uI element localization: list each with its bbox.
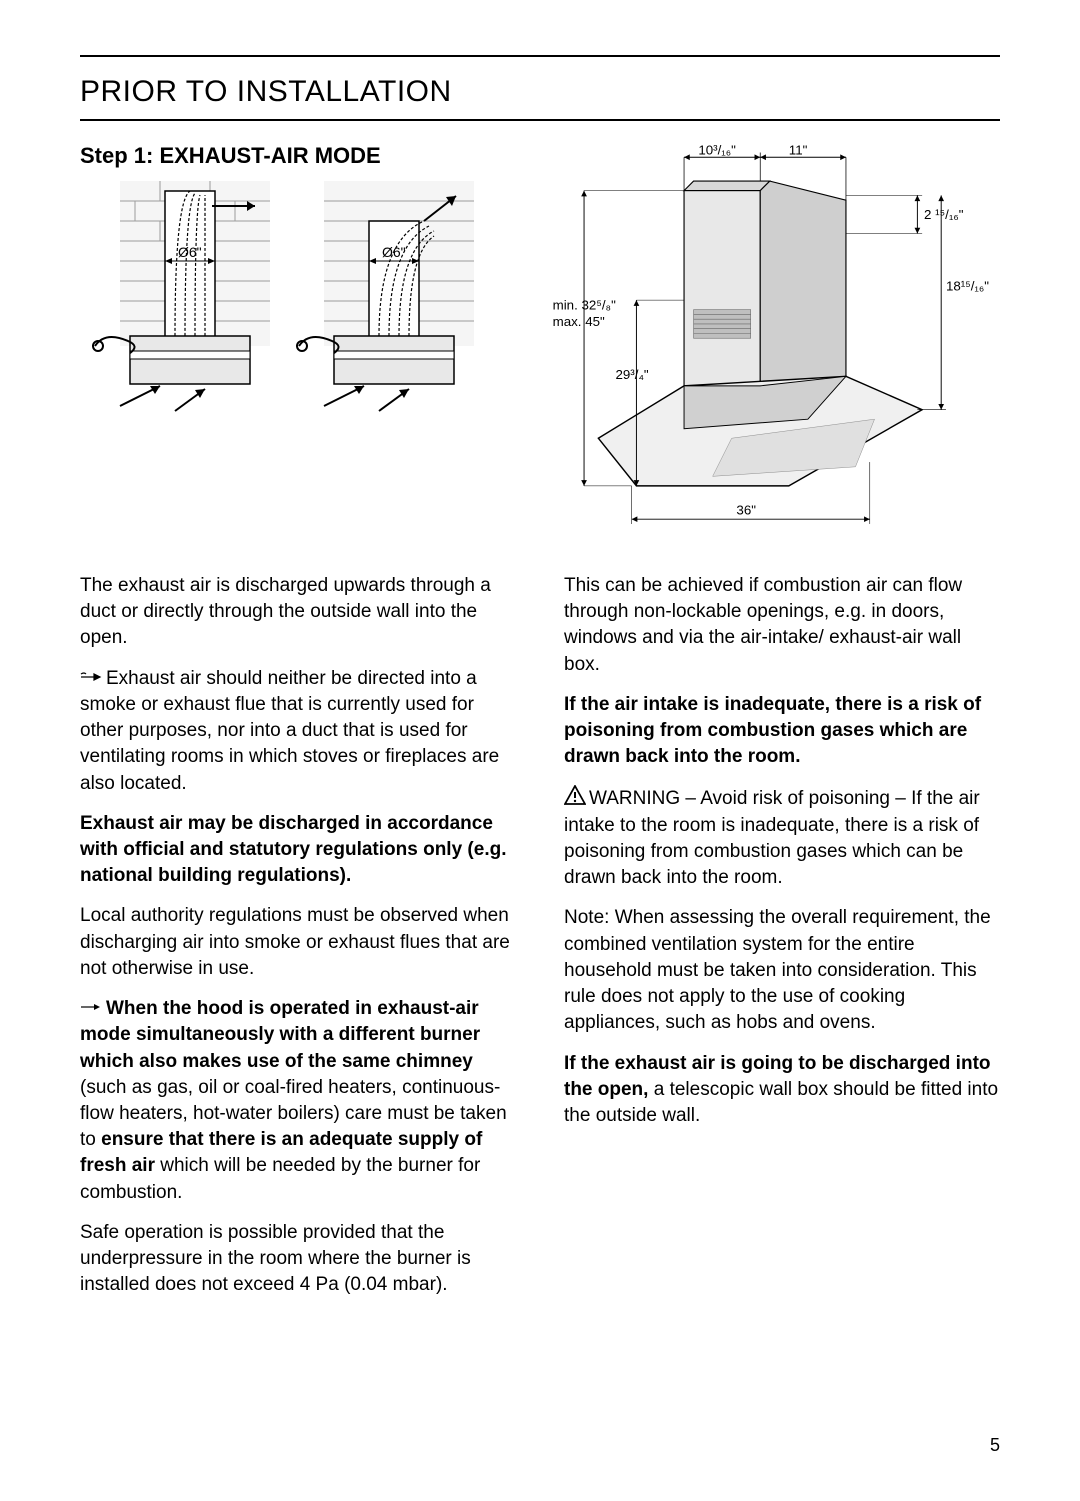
warning-icon bbox=[564, 785, 586, 813]
rc-p3: WARNING – Avoid risk of poisoning – If t… bbox=[564, 785, 1000, 892]
rc-p2: If the air intake is inadequate, there i… bbox=[564, 692, 1000, 771]
lc-p5: When the hood is operated in exhaust-air… bbox=[80, 996, 516, 1206]
diagram-duct-wall: Ø6" bbox=[284, 181, 474, 416]
dim-max: max. 45" bbox=[553, 314, 605, 329]
lc-p2: Exhaust air should neither be directed i… bbox=[80, 666, 516, 797]
dim-top-left: 10³/₁₆" bbox=[698, 143, 736, 157]
right-column: This can be achieved if combustion air c… bbox=[564, 573, 1000, 1312]
left-column: The exhaust air is discharged upwards th… bbox=[80, 573, 516, 1312]
duct-dia-1: Ø6" bbox=[178, 244, 202, 260]
lc-p1: The exhaust air is discharged upwards th… bbox=[80, 573, 516, 652]
top-rule bbox=[80, 55, 1000, 57]
section-title: PRIOR TO INSTALLATION bbox=[80, 75, 1000, 109]
dim-right-lower: 18¹⁵/₁₆" bbox=[946, 279, 989, 294]
pointer-icon bbox=[80, 666, 102, 692]
dim-bottom: 36" bbox=[736, 502, 756, 517]
rc-p5: If the exhaust air is going to be discha… bbox=[564, 1051, 1000, 1130]
under-rule bbox=[80, 119, 1000, 121]
page-number: 5 bbox=[990, 1435, 1000, 1456]
rc-p1: This can be achieved if combustion air c… bbox=[564, 573, 1000, 678]
step-title: Step 1: EXHAUST-AIR MODE bbox=[80, 143, 510, 169]
duct-dia-2: Ø6" bbox=[382, 244, 406, 260]
lc-p4: Local authority regulations must be obse… bbox=[80, 903, 516, 982]
dim-mid: 29³/₄" bbox=[615, 367, 648, 382]
lc-p6: Safe operation is possible provided that… bbox=[80, 1220, 516, 1299]
lc-p3: Exhaust air may be discharged in accorda… bbox=[80, 811, 516, 890]
exhaust-mode-diagrams: Ø6" bbox=[80, 181, 510, 416]
diagram-duct-up: Ø6" bbox=[80, 181, 270, 416]
rc-p4: Note: When assessing the overall require… bbox=[564, 905, 1000, 1036]
dimension-diagram: 10³/₁₆" 11" bbox=[530, 143, 1000, 543]
dim-min: min. 32⁵/₈" bbox=[553, 298, 616, 313]
pointer-icon bbox=[80, 996, 102, 1022]
dim-right-upper: 2 ¹⁵/₁₆" bbox=[924, 207, 964, 222]
dim-top-right: 11" bbox=[789, 143, 808, 157]
